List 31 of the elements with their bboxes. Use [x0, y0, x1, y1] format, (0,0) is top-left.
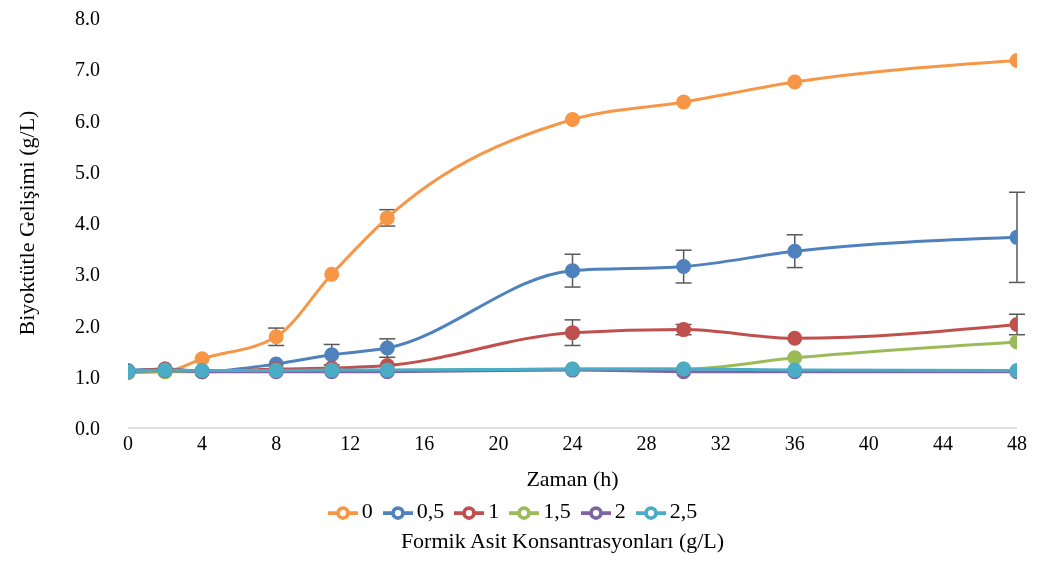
legend-label: 1 — [488, 498, 500, 524]
legend-title: Formik Asit Konsantrasyonları (g/L) — [399, 528, 726, 554]
y-tick-label: 6.0 — [75, 109, 100, 132]
legend-label: 1,5 — [543, 498, 571, 524]
y-tick-label: 3.0 — [75, 263, 100, 286]
y-tick-label: 1.0 — [75, 365, 100, 388]
y-tick-label: 4.0 — [75, 212, 100, 235]
x-tick-label: 4 — [197, 432, 208, 455]
x-tick-label: 20 — [488, 432, 509, 455]
x-tick-label: 12 — [340, 432, 361, 455]
legend-label: 0 — [361, 498, 373, 524]
y-tick-label: 5.0 — [75, 160, 100, 183]
x-tick-label: 44 — [932, 432, 953, 455]
legend-label: 2 — [614, 498, 626, 524]
x-tick-label: 40 — [858, 432, 879, 455]
x-tick-label: 28 — [636, 432, 657, 455]
y-tick-label: 7.0 — [75, 58, 100, 81]
x-tick-label: 0 — [123, 432, 133, 455]
legend-label: 0,5 — [416, 498, 445, 524]
legend-label: 2,5 — [669, 498, 698, 524]
x-tick-label: 16 — [414, 432, 435, 455]
x-tick-label: 48 — [1007, 432, 1027, 455]
x-tick-label: 8 — [271, 432, 282, 455]
y-tick-label: 2.0 — [75, 314, 100, 337]
y-tick-label: 0.0 — [75, 417, 100, 440]
y-axis-title: Biyoktütle Gelişimi (g/L) — [13, 110, 39, 336]
x-tick-label: 32 — [710, 432, 731, 455]
x-axis-title: Zaman (h) — [526, 466, 619, 491]
y-tick-label: 8.0 — [75, 7, 100, 30]
x-tick-label: 36 — [784, 432, 805, 455]
x-tick-label: 24 — [562, 432, 583, 455]
